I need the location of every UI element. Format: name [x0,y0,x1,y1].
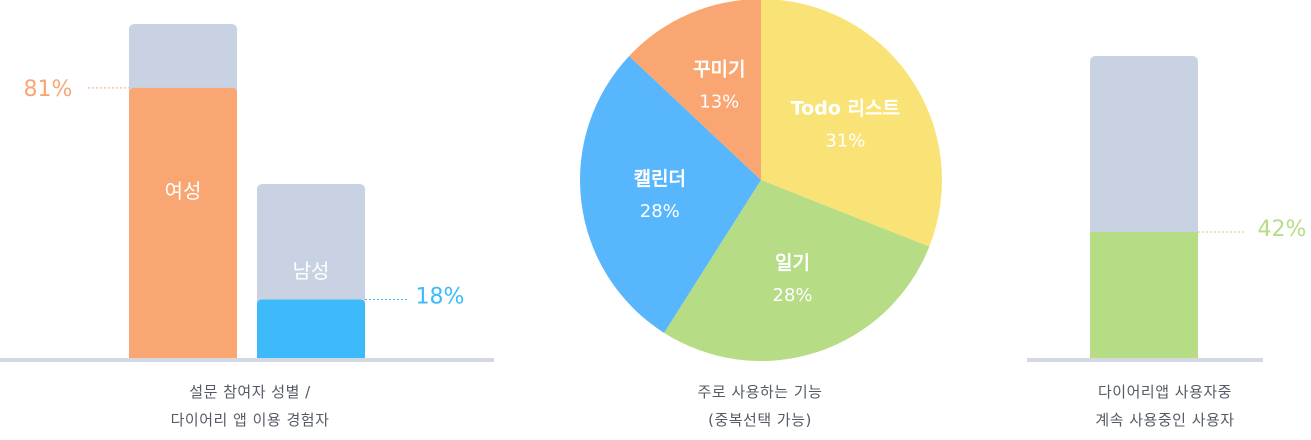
retention-axis-baseline [1027,358,1263,362]
value-label-female: 81% [24,77,73,102]
pie-value-diary: 28% [773,285,813,306]
feature-pie-chart: Todo 리스트 31% 일기 28% 캘린더 28% 꾸미기 13% 주로 사용하는 기능 … [500,0,1020,440]
gender-caption-line-2: 다이어리 앱 이용 경험자 [170,411,330,429]
retention-value-label: 42% [1258,217,1307,242]
pie-value-calendar: 28% [640,201,680,222]
bar-category-label-female: 여성 [165,179,202,203]
retention-caption-line-1: 다이어리앱 사용자중 [1098,383,1232,401]
feature-chart-caption: 주로 사용하는 기능 (중복선택 가능) [570,378,950,434]
pie-slice-calendar [580,56,761,333]
retention-caption-line-2: 계속 사용중인 사용자 [1095,411,1235,429]
bar-category-label-male: 남성 [293,259,330,283]
bar-male [257,299,365,360]
pie-label-diary: 일기 [775,252,810,274]
pie-label-decorate: 꾸미기 [693,59,745,81]
pie-slice-decorate [629,0,761,180]
feature-caption-line-1: 주로 사용하는 기능 [697,383,823,401]
retention-bar-value [1090,232,1198,360]
pie-label-calendar: 캘린더 [634,168,686,190]
pie-value-todo: 31% [825,131,865,152]
gender-chart-svg: 여성 81% 남성 18% [0,24,494,362]
value-label-male: 18% [416,285,465,310]
retention-chart-svg: 42% [1027,56,1307,362]
pie-slice-diary [664,180,930,362]
gender-chart: 여성 81% 남성 18% 설문 참여자 성별 / 다이어리 앱 이용 경험자 [0,0,500,440]
retention-chart: 42% 다이어리앱 사용자중 계속 사용중인 사용자 [1020,0,1311,440]
retention-chart-caption: 다이어리앱 사용자중 계속 사용중인 사용자 [1020,378,1310,434]
feature-pie-svg: Todo 리스트 31% 일기 28% 캘린더 28% 꾸미기 13% [580,0,942,362]
pie-slice-todo [761,0,942,247]
gender-caption-line-1: 설문 참여자 성별 / [189,383,311,401]
gender-chart-caption: 설문 참여자 성별 / 다이어리 앱 이용 경험자 [60,378,440,434]
gender-axis-baseline [0,358,494,362]
pie-value-decorate: 13% [699,92,739,113]
pie-label-todo: Todo 리스트 [791,98,900,120]
feature-caption-line-2: (중복선택 가능) [708,411,812,429]
bar-female [129,87,237,360]
